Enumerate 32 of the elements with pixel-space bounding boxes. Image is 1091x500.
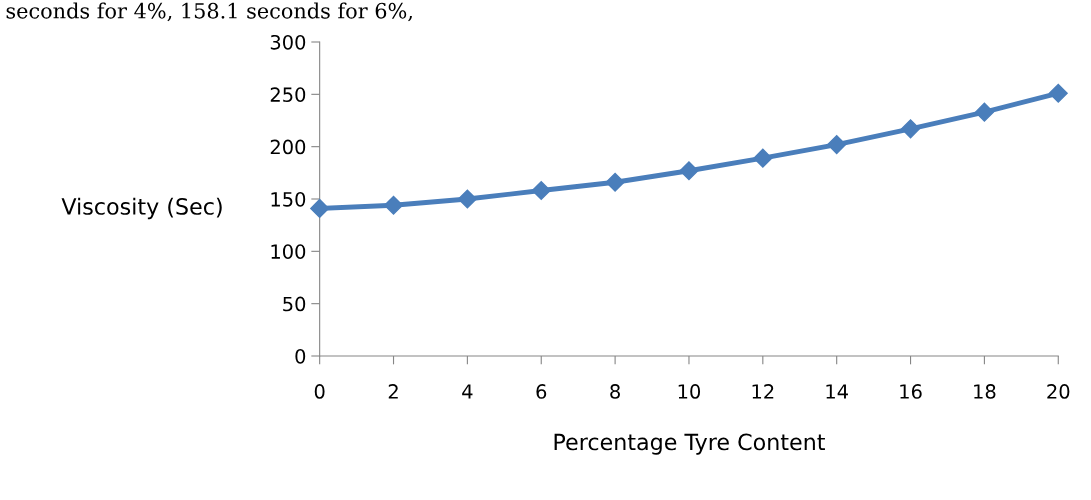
point (457, 189, 477, 209)
x-tick-label: 18 (974, 384, 996, 399)
point (310, 198, 330, 218)
x-tick-label: 2 (388, 384, 398, 399)
x-tick-label: 4 (462, 384, 473, 399)
y-tick-label: 50 (283, 296, 306, 312)
x-tick-label: 0 (314, 384, 325, 399)
point (901, 119, 921, 139)
point (605, 172, 625, 192)
x-tick-label: 16 (900, 384, 922, 399)
point (531, 180, 551, 201)
y-tick-label: 200 (270, 139, 306, 155)
x-tick-label: 10 (678, 384, 701, 399)
x-tick-label: 8 (610, 384, 620, 399)
y-tick-label: 100 (271, 244, 306, 259)
point (974, 102, 994, 122)
point (383, 195, 404, 215)
y-tick-label: 250 (270, 87, 306, 102)
point (1048, 83, 1068, 103)
point (679, 161, 699, 181)
y-axis-title: Viscosity (Sec) (61, 197, 222, 220)
text: seconds for 4%, 158.1 seconds for 6%, (6, 2, 412, 22)
x-tick-label: 20 (1047, 384, 1070, 399)
y-tick-label: 300 (270, 34, 306, 50)
x-tick-label: 12 (752, 384, 774, 399)
x-tick-label: 14 (826, 384, 848, 399)
point (827, 135, 847, 155)
x-axis-title: Percentage Tyre Content (554, 433, 825, 455)
point (753, 148, 773, 168)
y-tick-label: 0 (295, 348, 306, 364)
y-tick-label: 150 (271, 191, 306, 207)
x-tick-label: 6 (536, 384, 547, 399)
